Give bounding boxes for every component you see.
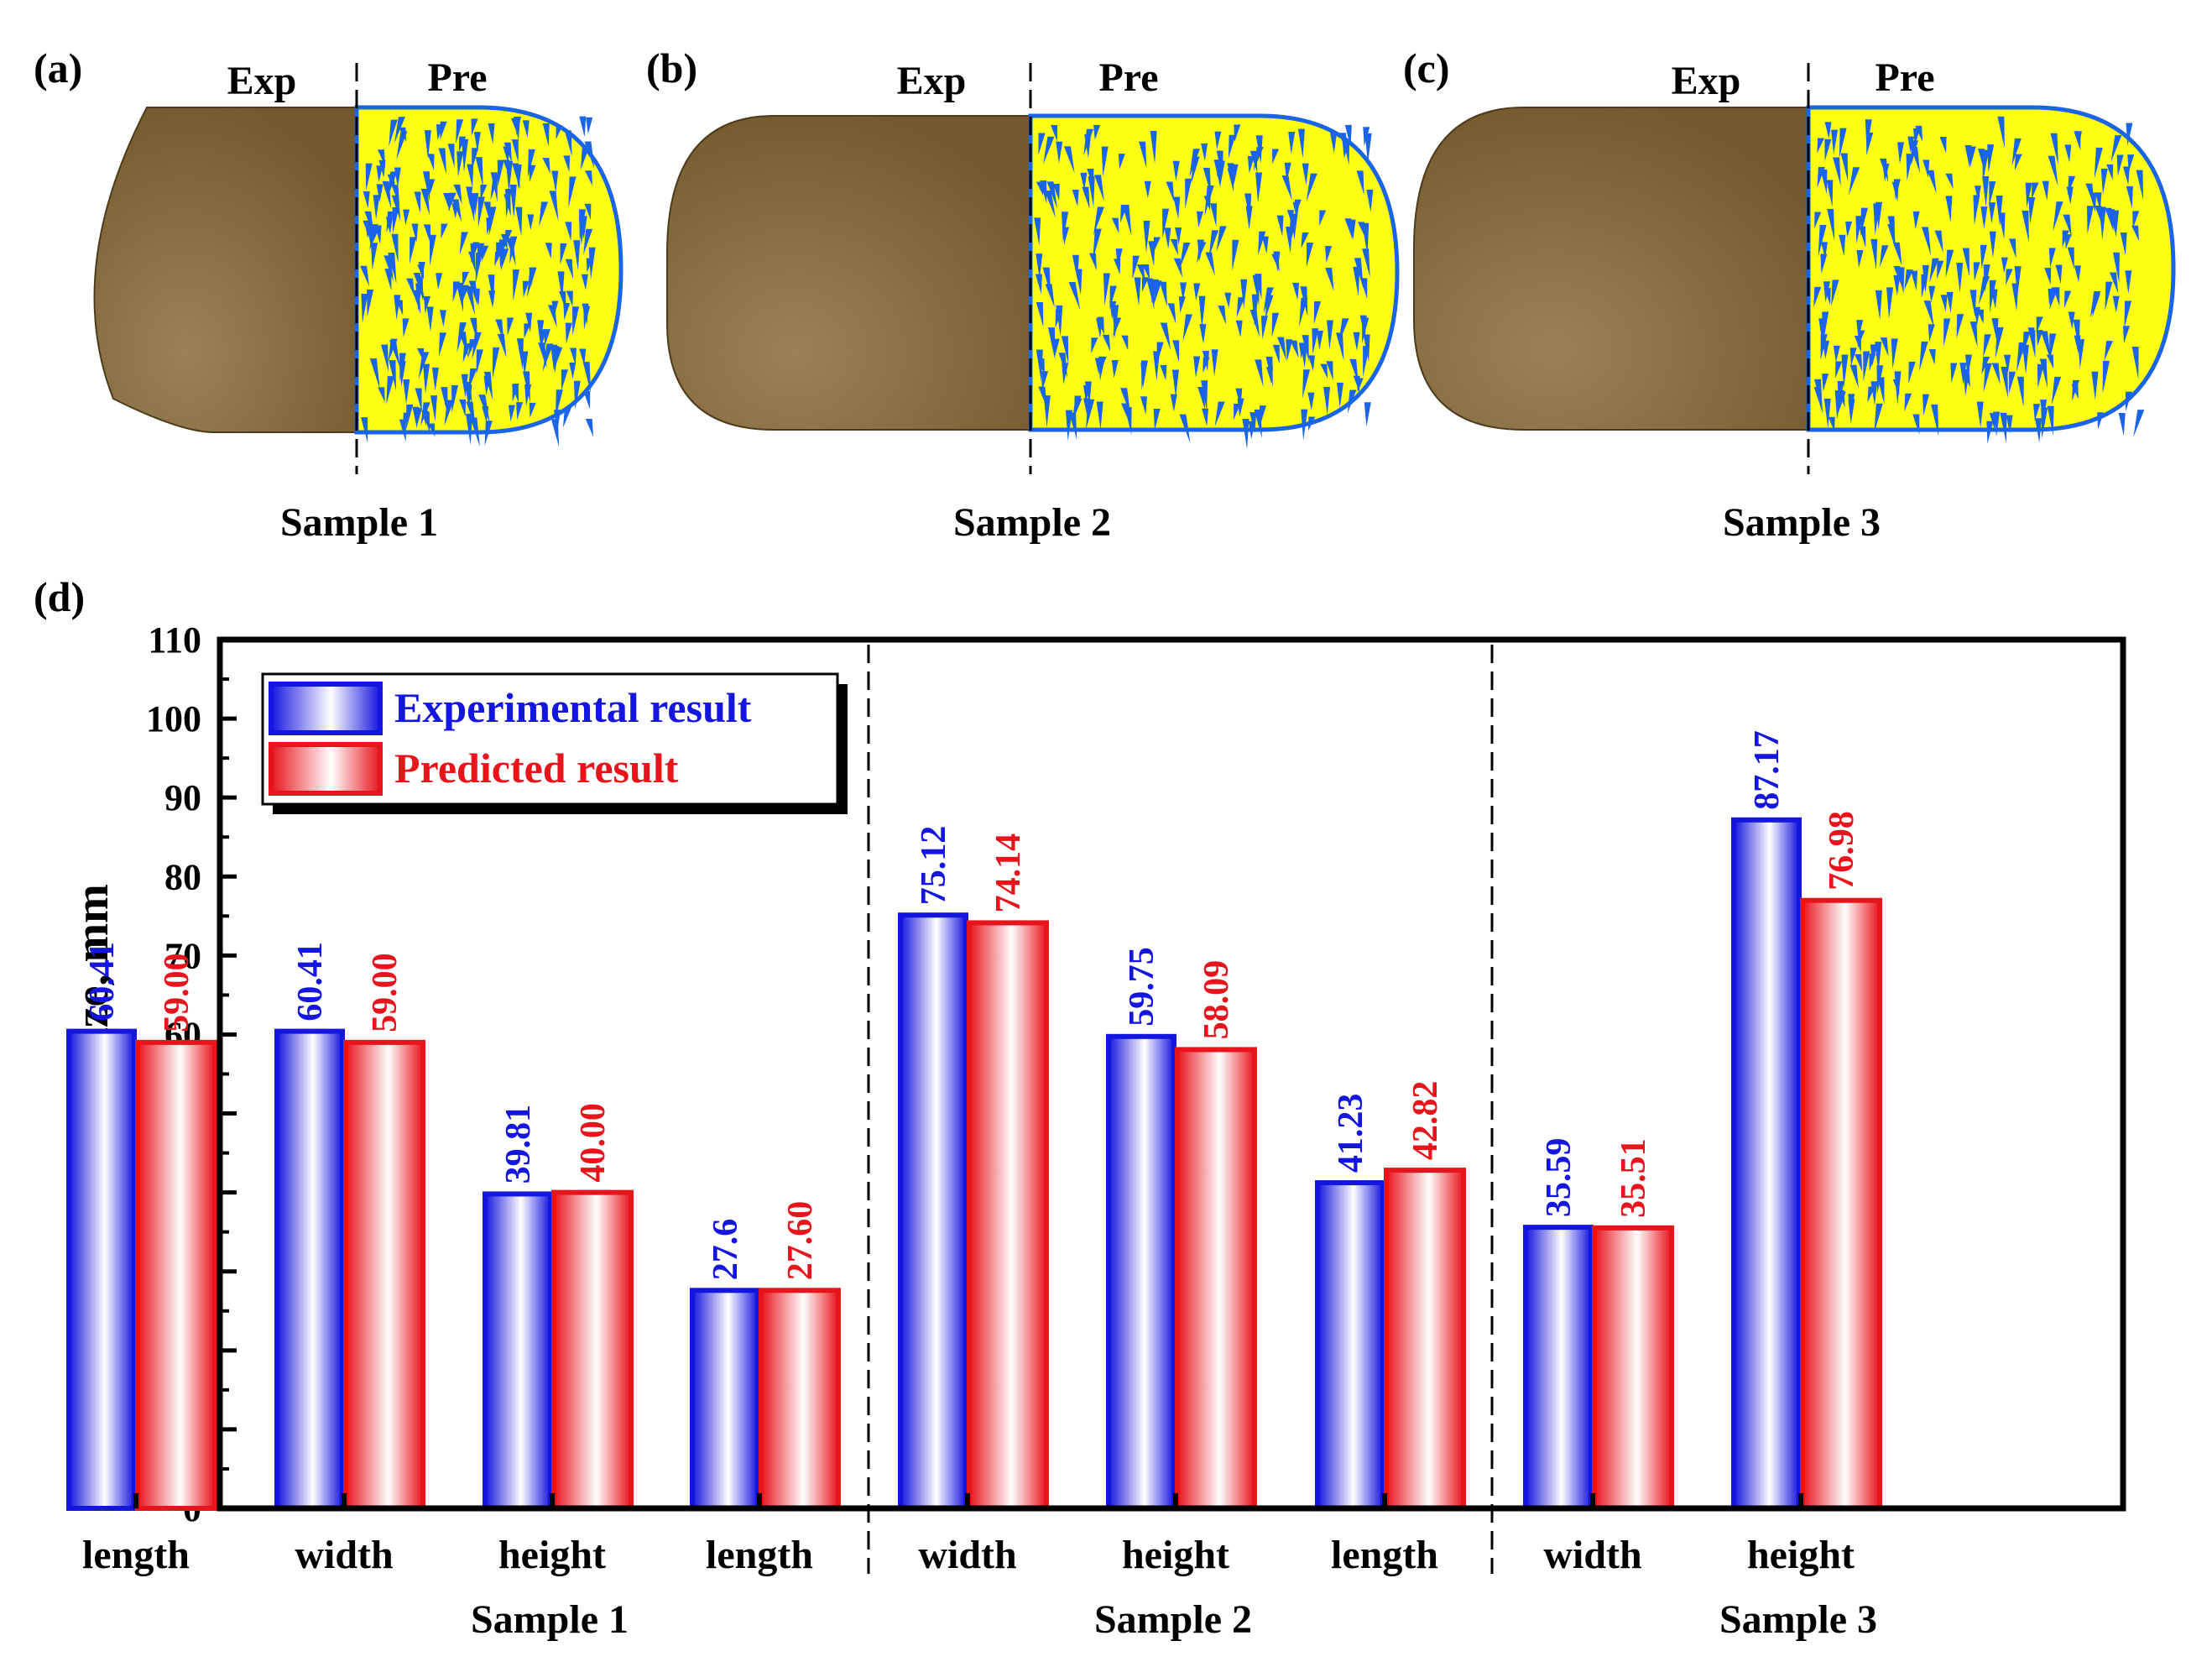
data-label-experimental: 41.23	[1332, 1094, 1370, 1173]
data-label-experimental: 60.41	[83, 942, 122, 1022]
panel-label: (c)	[1403, 44, 1450, 91]
x-category-label: width	[918, 1533, 1016, 1577]
exp-label: Exp	[897, 59, 967, 103]
particle-arrows	[1034, 124, 1374, 450]
y-tick-label: 80	[164, 856, 201, 897]
legend-label-experimental: Experimental result	[394, 684, 752, 731]
data-label-predicted: 76.98	[1823, 811, 1861, 891]
group-2: 27.6 27.60 75.12 74.14 59.75 58.09	[690, 826, 1257, 1512]
x-category-label: length	[1331, 1533, 1438, 1577]
data-label-predicted: 40.00	[574, 1103, 613, 1183]
bar-predicted	[135, 1039, 217, 1511]
data-label-experimental: 60.41	[291, 942, 330, 1022]
data-label-predicted: 35.51	[1615, 1138, 1653, 1218]
panel-label: (a)	[34, 44, 82, 91]
data-label-predicted: 59.00	[366, 953, 404, 1032]
data-label-predicted: 58.09	[1197, 960, 1236, 1040]
bar-predicted	[343, 1039, 425, 1511]
chart-panel-label: (d)	[34, 573, 85, 620]
bar-predicted	[967, 920, 1049, 1512]
pre-label: Pre	[427, 55, 487, 100]
sample-label: Sample 2	[953, 500, 1111, 545]
group-1: 60.41 59.00 60.41 59.00 39.81 40.00	[66, 942, 634, 1511]
bar-experimental	[66, 1028, 137, 1511]
experimental-specimen	[666, 115, 1031, 431]
bar-series: 60.41 59.00 60.41 59.00 39.81 40.00 27.6 27.60 7…	[66, 730, 1882, 1512]
data-label-experimental: 75.12	[915, 826, 953, 906]
x-axis: length width height Sample 1 length width heig…	[82, 645, 1877, 1642]
bar-predicted	[1800, 897, 1882, 1512]
group-3: 41.23 42.82 35.59 35.51 87.17 76.98	[1315, 730, 1882, 1512]
bar-predicted	[1592, 1225, 1674, 1511]
y-tick-label: 90	[164, 777, 201, 818]
plot-frame	[217, 636, 2126, 1512]
bar-experimental	[1731, 817, 1802, 1511]
x-group-label: Sample 2	[1094, 1597, 1252, 1642]
bar-chart: 0102030405060708090100110Specimen size, …	[66, 619, 2126, 1642]
x-category-label: length	[82, 1533, 190, 1577]
bar-experimental	[898, 912, 968, 1511]
x-category-label: height	[1122, 1533, 1229, 1577]
specimen-panels: (a) Exp Pre Sample 1 (b) Exp Pre Sample 2 (c) Exp…	[34, 44, 2176, 545]
bar-predicted	[551, 1189, 634, 1511]
bar-experimental	[690, 1288, 760, 1511]
data-label-experimental: 27.6	[707, 1219, 745, 1281]
panel-label: (b)	[646, 44, 697, 91]
x-group-label: Sample 3	[1719, 1597, 1877, 1642]
x-category-label: height	[498, 1533, 606, 1577]
sample-label: Sample 1	[280, 500, 438, 545]
specimen-panel-2: (b) Exp Pre Sample 2	[646, 44, 1400, 545]
bar-experimental	[483, 1191, 553, 1511]
specimen-panel-3: (c) Exp Pre Sample 3	[1403, 44, 2176, 545]
x-group-label: Sample 1	[471, 1597, 629, 1642]
exp-label: Exp	[227, 59, 297, 103]
bar-experimental	[1523, 1225, 1594, 1512]
bar-experimental	[1315, 1180, 1385, 1512]
bar-predicted	[759, 1288, 841, 1511]
pre-label: Pre	[1875, 55, 1934, 100]
data-label-predicted: 74.14	[989, 834, 1028, 913]
x-category-label: height	[1747, 1533, 1855, 1577]
bar-experimental	[274, 1028, 345, 1511]
data-label-predicted: 27.60	[781, 1201, 820, 1281]
data-label-experimental: 87.17	[1748, 730, 1787, 810]
sample-label: Sample 3	[1723, 500, 1881, 545]
specimen-panel-1: (a) Exp Pre Sample 1	[34, 44, 623, 545]
experimental-specimen	[93, 107, 357, 433]
y-tick-label: 110	[148, 619, 201, 661]
data-label-experimental: 35.59	[1540, 1138, 1578, 1218]
particle-arrows	[360, 116, 596, 447]
data-label-predicted: 42.82	[1406, 1081, 1445, 1161]
x-category-label: width	[1543, 1533, 1641, 1577]
data-label-experimental: 39.81	[499, 1105, 538, 1184]
legend-label-predicted: Predicted result	[394, 745, 679, 792]
legend-swatch-predicted	[269, 742, 383, 796]
data-label-experimental: 59.75	[1123, 947, 1161, 1027]
bar-predicted	[1384, 1168, 1466, 1512]
x-category-label: width	[295, 1533, 393, 1577]
y-tick-label: 100	[146, 698, 201, 739]
x-category-label: length	[706, 1533, 813, 1577]
legend-swatch-experimental	[269, 682, 383, 735]
pre-label: Pre	[1098, 55, 1158, 100]
data-label-predicted: 59.00	[158, 953, 196, 1032]
y-tick-label: 70	[164, 935, 201, 976]
bar-experimental	[1106, 1033, 1176, 1511]
experimental-specimen	[1413, 107, 1809, 431]
particle-arrows	[1813, 116, 2145, 444]
legend: Experimental result Predicted result	[261, 672, 848, 814]
exp-label: Exp	[1672, 59, 1741, 103]
bar-predicted	[1175, 1047, 1257, 1511]
